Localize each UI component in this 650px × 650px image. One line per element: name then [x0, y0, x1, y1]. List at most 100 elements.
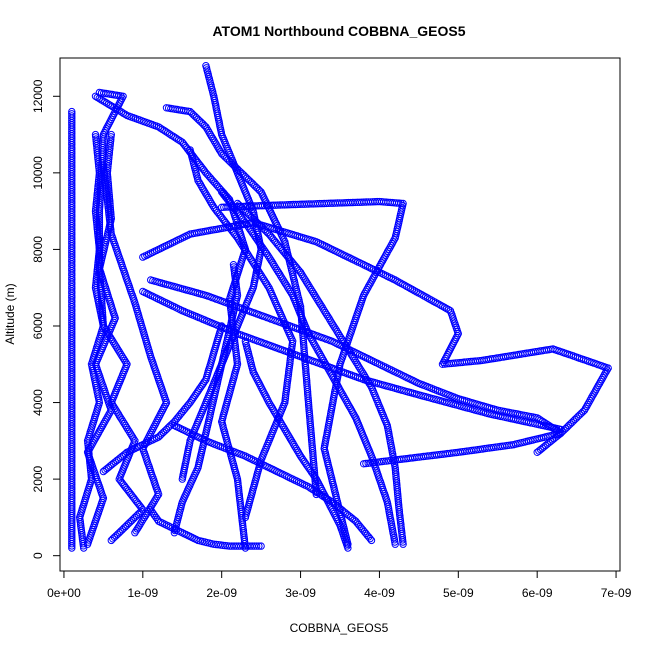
data-point — [240, 245, 249, 253]
data-point — [93, 431, 102, 439]
data-point — [279, 276, 287, 284]
data-point — [311, 291, 319, 300]
data-point — [422, 293, 430, 301]
y-tick-label: 8000 — [31, 236, 45, 263]
data-point — [119, 109, 128, 117]
x-tick-label: 1e-09 — [127, 586, 158, 600]
series-trace — [162, 104, 320, 499]
data-point — [92, 135, 100, 143]
data-point — [273, 412, 281, 420]
data-point — [255, 542, 263, 550]
data-point — [241, 247, 250, 255]
data-point — [292, 444, 300, 453]
data-point — [338, 389, 346, 397]
data-point — [197, 182, 206, 191]
data-point — [359, 370, 367, 378]
data-point — [366, 280, 374, 288]
data-point — [107, 130, 116, 139]
data-point — [337, 333, 345, 342]
data-point — [93, 93, 102, 102]
data-point — [127, 431, 136, 439]
data-point — [140, 513, 149, 522]
data-point — [101, 418, 109, 426]
data-point — [280, 278, 289, 286]
data-point — [68, 107, 76, 116]
data-point — [203, 192, 211, 200]
data-point — [252, 263, 260, 272]
data-point — [257, 542, 265, 550]
data-point — [103, 328, 111, 336]
data-point — [431, 298, 439, 306]
data-point — [317, 301, 325, 309]
data-point — [334, 329, 343, 338]
data-point — [600, 372, 608, 380]
data-point — [313, 295, 321, 303]
data-point — [107, 135, 115, 143]
data-point — [214, 541, 223, 549]
data-point — [229, 261, 238, 269]
data-point — [256, 269, 264, 277]
x-tick-label: 6e-09 — [522, 586, 553, 600]
data-point — [106, 333, 115, 342]
data-point — [269, 406, 278, 414]
data-point — [312, 293, 320, 301]
data-point — [298, 270, 306, 278]
data-point — [241, 544, 250, 552]
data-point — [114, 410, 123, 418]
data-point — [401, 281, 409, 289]
series-trace — [170, 421, 376, 545]
data-point — [358, 368, 366, 376]
data-point — [286, 435, 295, 443]
data-point — [290, 441, 298, 449]
data-point — [236, 237, 244, 246]
data-point — [150, 498, 158, 506]
data-point — [201, 188, 209, 196]
data-point — [128, 433, 137, 441]
data-point — [239, 243, 248, 251]
y-axis: 0 2000 4000 6000 8000 10000 12000 — [31, 79, 60, 559]
data-point — [277, 419, 286, 428]
data-point — [282, 427, 290, 435]
data-point — [346, 404, 355, 412]
data-point — [203, 125, 211, 133]
data-point — [198, 184, 207, 192]
data-point — [92, 433, 100, 441]
data-point — [295, 450, 304, 458]
data-point — [353, 360, 362, 368]
data-point — [285, 285, 293, 294]
data-point — [121, 421, 130, 430]
data-point — [218, 322, 226, 330]
data-point — [261, 247, 269, 256]
data-point — [602, 368, 610, 376]
data-point — [261, 278, 270, 286]
data-point — [270, 408, 279, 416]
data-point — [351, 356, 359, 365]
data-point — [351, 412, 359, 420]
data-point — [276, 270, 284, 278]
data-point — [391, 276, 399, 284]
data-point — [278, 421, 287, 430]
data-point — [266, 400, 274, 409]
data-point — [271, 262, 279, 271]
data-point — [263, 280, 271, 288]
data-point — [286, 287, 294, 296]
data-point — [386, 243, 394, 252]
data-point — [391, 540, 399, 548]
data-point — [319, 305, 327, 313]
data-point — [326, 316, 334, 324]
data-point — [330, 322, 338, 330]
series-trace — [233, 199, 407, 548]
data-point — [314, 347, 322, 355]
data-point — [595, 379, 604, 388]
data-point — [284, 284, 292, 292]
data-point — [272, 264, 280, 273]
data-point — [265, 398, 273, 407]
data-point — [147, 502, 156, 510]
data-point — [95, 94, 103, 103]
series-trace — [99, 322, 226, 476]
data-point — [112, 406, 120, 414]
data-points — [68, 61, 612, 552]
data-point — [117, 108, 126, 116]
data-point — [237, 239, 245, 248]
data-point — [118, 416, 126, 424]
